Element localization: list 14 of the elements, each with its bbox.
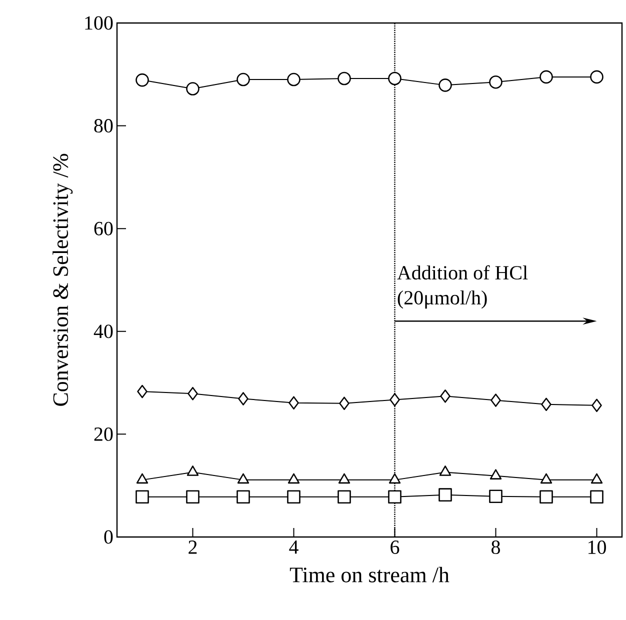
y-tick-label: 60 — [94, 222, 113, 236]
ref-line-label: Addition of HCl (20μmol/h) — [397, 265, 528, 309]
x-tick-label: 2 — [188, 540, 197, 554]
x-tick-label: 8 — [492, 540, 500, 554]
y-tick-label: 20 — [94, 427, 113, 441]
y-tick-label: 40 — [94, 324, 113, 338]
x-tick-label: 6 — [390, 540, 400, 554]
y-tick-label: 100 — [85, 16, 113, 30]
y-tick-label: 0 — [104, 530, 113, 544]
y-tick-label: 80 — [94, 119, 113, 133]
y-axis-title: Conversion & Selectivity /% — [52, 154, 73, 406]
x-axis-title: Time on stream /h — [290, 566, 450, 582]
x-tick-label: 10 — [588, 540, 606, 554]
x-tick-label: 4 — [289, 540, 298, 554]
